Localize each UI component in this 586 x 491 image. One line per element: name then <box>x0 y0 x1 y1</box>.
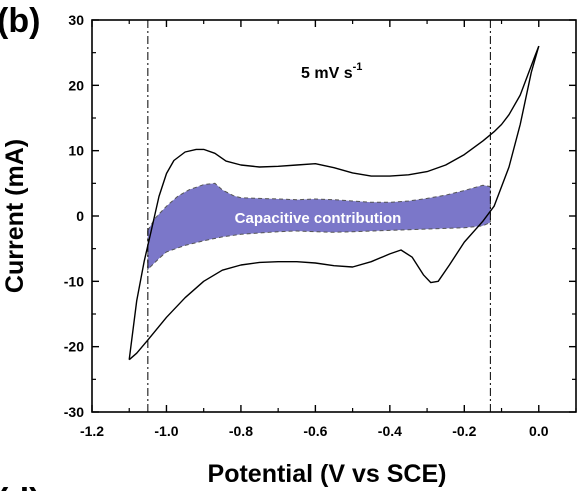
y-tick-label: -20 <box>64 339 84 355</box>
y-tick-label: -30 <box>64 404 84 420</box>
x-tick-label: -1.0 <box>154 423 178 439</box>
x-tick-label: -0.4 <box>378 423 402 439</box>
x-axis-title: Potential (V vs SCE) <box>208 460 447 488</box>
cv-curve-layer <box>128 45 540 361</box>
y-tick-label: 20 <box>68 77 84 93</box>
y-tick-label: 10 <box>68 143 84 159</box>
x-tick-label: -1.2 <box>80 423 104 439</box>
y-tick-label: 30 <box>68 12 84 28</box>
potential-limit-lines <box>147 20 491 412</box>
y-axis-ticks: -30 -20 -10 0 10 20 30 <box>64 12 576 420</box>
cv-branch-1 <box>128 45 540 360</box>
y-axis-title: Current (mA) <box>1 139 29 293</box>
scan-rate-annotation: 5 mV s-1 <box>301 61 362 82</box>
scan-rate-text: 5 mV s <box>301 65 353 82</box>
capacitive-contribution-label: Capacitive contribution <box>235 210 402 227</box>
x-axis-ticks: -1.2 -1.0 -0.8 -0.6 -0.4 -0.2 0.0 <box>80 20 577 439</box>
cv-branch-2 <box>128 45 540 361</box>
y-tick-label: 0 <box>76 208 84 224</box>
scan-rate-superscript: -1 <box>353 61 363 73</box>
x-tick-label: -0.6 <box>303 423 327 439</box>
next-panel-label: (d) <box>0 482 40 491</box>
y-tick-label: -10 <box>64 273 84 289</box>
x-tick-label: 0.0 <box>529 423 549 439</box>
x-tick-label: -0.2 <box>452 423 476 439</box>
panel-label: (b) <box>0 2 40 40</box>
x-tick-label: -0.8 <box>229 423 253 439</box>
capacitive-region-layer <box>147 182 491 271</box>
capacitive-region <box>147 182 491 271</box>
